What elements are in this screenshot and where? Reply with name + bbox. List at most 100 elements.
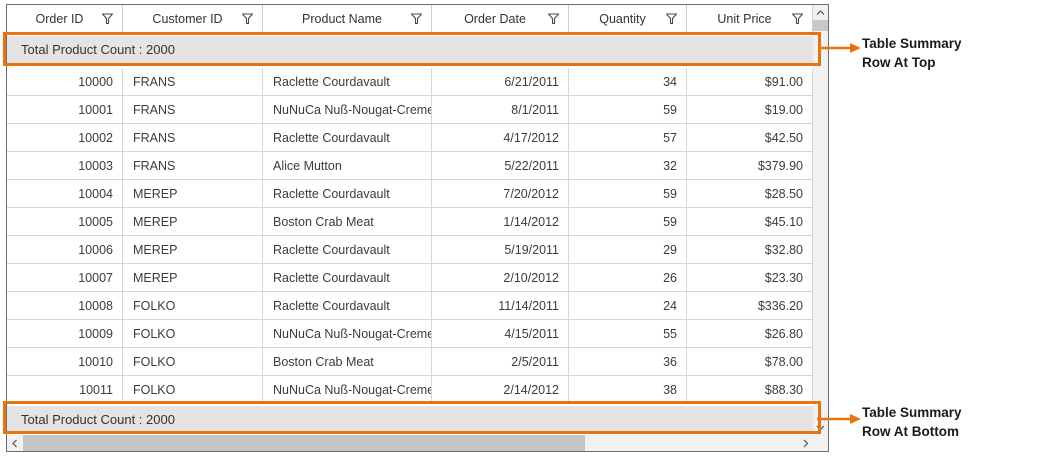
cell-customer_id: FRANS [123,124,263,151]
cell-quantity: 32 [569,152,687,179]
cell-customer_id: FRANS [123,68,263,95]
cell-unit_price: $91.00 [687,68,813,95]
cell-product_name: Raclette Courdavault [263,264,432,291]
cell-product_name: Raclette Courdavault [263,180,432,207]
column-header-customer_id[interactable]: Customer ID [123,5,263,32]
cell-order_id: 10008 [7,292,123,319]
cell-product_name: NuNuCa Nuß-Nougat-Creme [263,320,432,347]
filter-icon[interactable] [665,12,678,25]
cell-order_id: 10003 [7,152,123,179]
cell-order_id: 10004 [7,180,123,207]
filter-icon[interactable] [791,12,804,25]
table-row[interactable]: 10000 FRANS Raclette Courdavault 6/21/2011 3… [7,68,813,96]
cell-quantity: 36 [569,348,687,375]
cell-customer_id: MEREP [123,264,263,291]
table-row[interactable]: 10008 FOLKO Raclette Courdavault 11/14/2011… [7,292,813,320]
cell-order_id: 10007 [7,264,123,291]
callout-top-line2: Row At Top [862,55,936,70]
scroll-right-button[interactable] [798,435,813,451]
cell-customer_id: FOLKO [123,376,263,403]
cell-customer_id: FOLKO [123,292,263,319]
filter-icon[interactable] [410,12,423,25]
cell-order_id: 10011 [7,376,123,403]
cell-quantity: 57 [569,124,687,151]
table-summary-row-top: Total Product Count : 2000 [7,36,813,63]
cell-order_date: 6/21/2011 [432,68,569,95]
cell-unit_price: $45.10 [687,208,813,235]
column-header-quantity[interactable]: Quantity [569,5,687,32]
summary-top-label: Total Product Count : 2000 [21,42,175,57]
cell-unit_price: $23.30 [687,264,813,291]
cell-order_id: 10010 [7,348,123,375]
vertical-scrollbar-thumb[interactable] [813,20,828,31]
column-header-label: Product Name [302,11,382,26]
callout-label-bottom: Table Summary Row At Bottom [862,403,962,441]
cell-product_name: NuNuCa Nuß-Nougat-Creme [263,376,432,403]
horizontal-scrollbar[interactable] [7,435,813,451]
table-row[interactable]: 10006 MEREP Raclette Courdavault 5/19/2011 2… [7,236,813,264]
cell-order_id: 10000 [7,68,123,95]
cell-product_name: Raclette Courdavault [263,68,432,95]
cell-order_id: 10009 [7,320,123,347]
table-row[interactable]: 10001 FRANS NuNuCa Nuß-Nougat-Creme 8/1/201… [7,96,813,124]
vertical-scrollbar[interactable] [813,5,828,435]
cell-order_date: 5/19/2011 [432,236,569,263]
scroll-left-button[interactable] [7,435,22,451]
cell-quantity: 38 [569,376,687,403]
cell-customer_id: FRANS [123,152,263,179]
column-header-order_date[interactable]: Order Date [432,5,569,32]
callout-top-line1: Table Summary [862,36,962,51]
grid-rows-area: 10000 FRANS Raclette Courdavault 6/21/2011 3… [7,68,813,404]
table-row[interactable]: 10010 FOLKO Boston Crab Meat 2/5/2011 36 $78.… [7,348,813,376]
cell-customer_id: MEREP [123,236,263,263]
table-row[interactable]: 10004 MEREP Raclette Courdavault 7/20/2012 5… [7,180,813,208]
filter-icon[interactable] [547,12,560,25]
summary-bottom-label: Total Product Count : 2000 [21,412,175,427]
cell-quantity: 55 [569,320,687,347]
column-header-label: Unit Price [717,11,772,26]
chevron-left-icon [11,439,18,448]
column-header-label: Order Date [464,11,526,26]
cell-quantity: 59 [569,96,687,123]
scroll-down-button[interactable] [813,420,828,435]
cell-customer_id: MEREP [123,208,263,235]
chevron-down-icon [816,425,825,431]
cell-order_date: 5/22/2011 [432,152,569,179]
cell-unit_price: $336.20 [687,292,813,319]
cell-order_id: 10001 [7,96,123,123]
column-header-unit_price[interactable]: Unit Price [687,5,813,32]
cell-customer_id: FRANS [123,96,263,123]
data-grid: Order ID Customer ID Product Name Order Dat… [6,4,829,452]
cell-quantity: 29 [569,236,687,263]
cell-customer_id: FOLKO [123,348,263,375]
cell-quantity: 26 [569,264,687,291]
cell-unit_price: $88.30 [687,376,813,403]
filter-icon[interactable] [241,12,254,25]
column-header-product_name[interactable]: Product Name [263,5,432,32]
chevron-right-icon [803,439,809,448]
cell-product_name: Boston Crab Meat [263,348,432,375]
horizontal-scrollbar-thumb[interactable] [23,435,585,451]
table-row[interactable]: 10002 FRANS Raclette Courdavault 4/17/2012 5… [7,124,813,152]
cell-product_name: Raclette Courdavault [263,236,432,263]
callout-bottom-line2: Row At Bottom [862,424,959,439]
column-header-label: Order ID [35,11,84,26]
cell-order_date: 2/10/2012 [432,264,569,291]
cell-order_id: 10006 [7,236,123,263]
table-row[interactable]: 10011 FOLKO NuNuCa Nuß-Nougat-Creme 2/14/20… [7,376,813,404]
cell-product_name: Raclette Courdavault [263,292,432,319]
table-row[interactable]: 10007 MEREP Raclette Courdavault 2/10/2012 2… [7,264,813,292]
cell-unit_price: $379.90 [687,152,813,179]
table-row[interactable]: 10005 MEREP Boston Crab Meat 1/14/2012 59 $45… [7,208,813,236]
callout-label-top: Table Summary Row At Top [862,34,962,72]
table-row[interactable]: 10003 FRANS Alice Mutton 5/22/2011 32 $379.90 [7,152,813,180]
cell-order_date: 7/20/2012 [432,180,569,207]
filter-icon[interactable] [101,12,114,25]
cell-unit_price: $28.50 [687,180,813,207]
cell-quantity: 24 [569,292,687,319]
scroll-up-button[interactable] [813,5,828,20]
table-row[interactable]: 10009 FOLKO NuNuCa Nuß-Nougat-Creme 4/15/20… [7,320,813,348]
column-header-order_id[interactable]: Order ID [7,5,123,32]
chevron-up-icon [816,9,825,16]
